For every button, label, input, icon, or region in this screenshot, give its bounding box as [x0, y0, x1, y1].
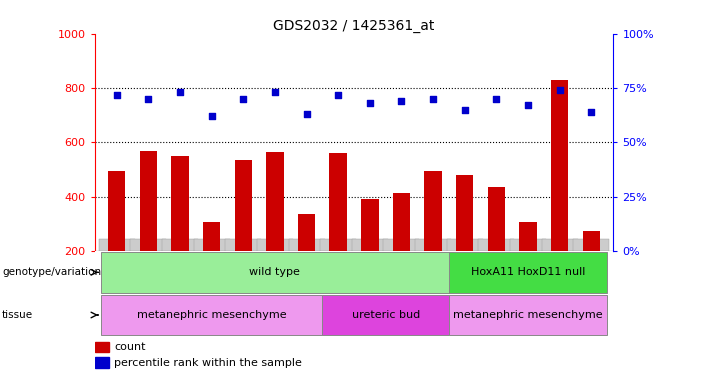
Point: [143, 96, 154, 102]
Bar: [171, 156, 189, 251]
Point: [269, 89, 280, 95]
Point: [238, 96, 249, 102]
Point: [585, 109, 597, 115]
Text: genotype/variation: genotype/variation: [2, 267, 101, 278]
Title: GDS2032 / 1425361_at: GDS2032 / 1425361_at: [273, 19, 435, 33]
Text: metanephric mesenchyme: metanephric mesenchyme: [453, 310, 603, 320]
Text: wild type: wild type: [250, 267, 300, 278]
Bar: [235, 160, 252, 251]
Bar: [488, 187, 505, 251]
Point: [365, 100, 376, 106]
Point: [175, 89, 186, 95]
Text: HoxA11 HoxD11 null: HoxA11 HoxD11 null: [471, 267, 585, 278]
Text: percentile rank within the sample: percentile rank within the sample: [114, 357, 302, 368]
Bar: [266, 152, 284, 251]
Point: [111, 92, 123, 98]
Point: [396, 98, 407, 104]
Point: [428, 96, 439, 102]
Point: [206, 113, 217, 119]
Bar: [101, 294, 322, 336]
Point: [332, 92, 343, 98]
Point: [554, 87, 565, 93]
Point: [459, 107, 470, 113]
Bar: [449, 294, 607, 336]
Point: [301, 111, 312, 117]
Text: tissue: tissue: [2, 310, 33, 320]
Point: [522, 102, 533, 108]
Bar: [322, 294, 449, 336]
Bar: [329, 153, 347, 251]
Bar: [583, 231, 600, 251]
Bar: [95, 342, 109, 352]
Bar: [101, 252, 449, 293]
Bar: [449, 252, 607, 293]
Bar: [424, 171, 442, 251]
Bar: [108, 171, 125, 251]
Bar: [456, 175, 473, 251]
Bar: [139, 150, 157, 251]
Bar: [361, 200, 379, 251]
Bar: [519, 222, 537, 251]
Bar: [203, 222, 220, 251]
Text: metanephric mesenchyme: metanephric mesenchyme: [137, 310, 287, 320]
Bar: [298, 214, 315, 251]
Point: [491, 96, 502, 102]
Text: count: count: [114, 342, 146, 352]
Bar: [95, 357, 109, 368]
Text: ureteric bud: ureteric bud: [351, 310, 420, 320]
Bar: [393, 193, 410, 251]
Bar: [551, 80, 569, 251]
